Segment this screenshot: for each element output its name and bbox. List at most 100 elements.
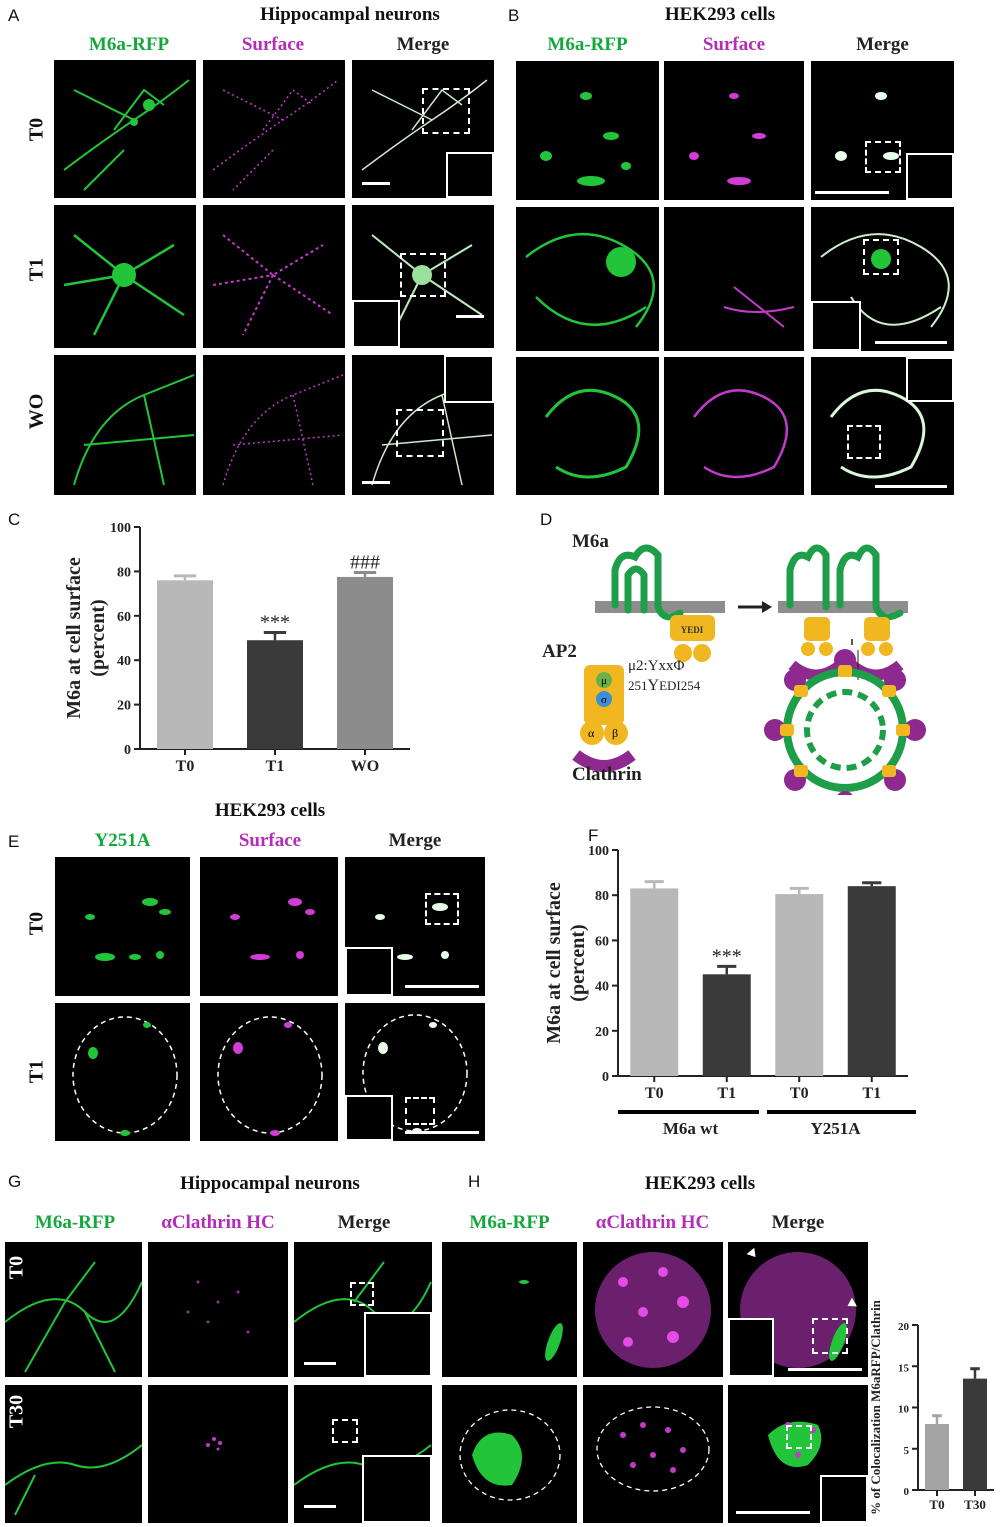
inset-image [446,152,494,198]
zoom-box [422,88,470,134]
image-a-t1-magenta [203,205,345,348]
svg-text:α: α [588,726,595,740]
inset-image [906,357,954,402]
panel-a-title: Hippocampal neurons [260,4,440,25]
panel-b-channel-2: Surface [702,34,766,55]
image-a-wo-merge [352,355,494,495]
image-a-t0-green [54,60,196,198]
panel-h-channel-1: M6a-RFP [469,1212,550,1233]
clathrin-coated-vesicle [764,649,926,795]
group-label: M6a wt [663,1119,719,1138]
panel-g-channel-3: Merge [337,1212,391,1233]
scale-bar [736,1511,810,1514]
panel-g-row-t0: T0 [5,1255,28,1280]
panel-b-channel-3: Merge [856,34,909,55]
y-tick-label: 60 [117,610,131,625]
panel-a-row-t1: T1 [25,257,48,282]
bar [702,974,751,1076]
panel-e-title: HEK293 cells [214,800,326,821]
zoom-box [350,1282,374,1306]
image-e-t1-magenta [200,1003,338,1141]
panel-a-channel-1: M6a-RFP [88,34,170,55]
panel-letter-e: E [8,832,20,851]
bar [630,888,679,1076]
x-tick-label: T1 [862,1085,881,1102]
image-b-r1-green [516,61,659,200]
inset-image [820,1475,868,1523]
inset-image [444,355,494,403]
chart-f: 0 20 40 60 80 100 T0 T1 *** T0 T1 M6a at cell surfa… [543,844,916,1138]
image-h-t30-green [442,1385,577,1523]
scale-bar [405,985,479,988]
sequence-label: 251YEDI254 [628,677,701,694]
panel-e-channel-1: Y251A [94,830,151,851]
chart-c: 0 20 40 60 80 100 T0 T1 *** WO ### M6a at cell surf… [63,521,410,775]
image-h-t0-green [442,1242,577,1377]
image-e-t0-magenta [200,857,338,996]
significance-label: *** [260,611,290,633]
x-tick-label: T1 [266,758,285,775]
image-g-t30-magenta [148,1385,288,1523]
panel-letter-g: G [8,1172,22,1191]
image-e-t0-green [55,857,190,996]
panel-e-row-t0: T0 [25,911,48,936]
image-g-t30-green [5,1385,142,1523]
image-a-t1-merge [352,205,494,348]
panel-a-channel-3: Merge [396,34,450,55]
bar [963,1378,987,1490]
image-b-r3-merge [811,357,954,495]
image-b-r1-magenta [664,61,804,200]
y-axis-label: (percent) [87,599,109,676]
panel-a-row-t0: T0 [25,117,48,142]
y-tick-label: 40 [117,654,131,669]
y-tick-label: 5 [904,1445,910,1457]
y-tick-label: 60 [595,934,609,949]
y-tick-label: 20 [595,1025,609,1040]
ap2-label: AP2 [542,641,577,662]
image-b-r1-merge [811,61,954,200]
mu2-motif-label: μ2:YxxΦ [628,658,685,674]
y-tick-label: 0 [124,743,131,758]
image-e-t0-merge [345,857,485,996]
inset-image [345,947,393,996]
bar [847,886,896,1076]
panel-a-channel-2: Surface [241,34,305,55]
image-g-t0-green [5,1242,142,1377]
scale-bar [362,182,390,185]
image-b-r2-magenta [664,207,804,351]
panel-e-channel-3: Merge [388,830,442,851]
panel-e-channel-2: Surface [238,830,302,851]
inset-image [728,1318,774,1377]
image-b-r2-green [516,207,659,351]
endocytosis-diagram: M6a YEDI AP2 μ σ α β μ2:YxxΦ 251YEDI254 … [542,531,926,795]
x-tick-label: T0 [176,758,195,775]
inset-image [352,300,400,348]
zoom-box [405,1097,435,1125]
zoom-box [786,1425,812,1449]
inset-image [906,153,954,200]
chart-h: 0 5 10 15 20 T0 T30 % of Colocalization M6aRFP/… [868,1299,994,1515]
y-axis-label: M6a at cell surface [63,557,85,719]
image-g-t0-magenta [148,1242,288,1377]
yedi-motif [670,615,715,641]
inset-image [345,1095,393,1141]
panel-letter-a: A [8,6,20,25]
y-tick-label: 80 [595,889,609,904]
bar [337,576,393,749]
scale-bar [304,1362,336,1365]
panel-b-title: HEK293 cells [664,4,776,25]
image-a-wo-magenta [203,355,345,495]
y-tick-label: 20 [898,1321,910,1333]
y-axis-label: M6a at cell surface [543,882,565,1044]
y-tick-label: 10 [898,1404,910,1416]
image-e-t1-green [55,1003,190,1141]
panel-g-channel-1: M6a-RFP [34,1212,116,1233]
zoom-box [865,141,901,173]
bar [157,580,213,749]
scale-bar [815,191,889,194]
x-tick-label: WO [351,758,379,775]
x-tick-label: T0 [929,1497,944,1512]
zoom-box [847,425,881,459]
panel-e-row-t1: T1 [25,1059,48,1084]
clathrin-label: Clathrin [572,764,642,785]
